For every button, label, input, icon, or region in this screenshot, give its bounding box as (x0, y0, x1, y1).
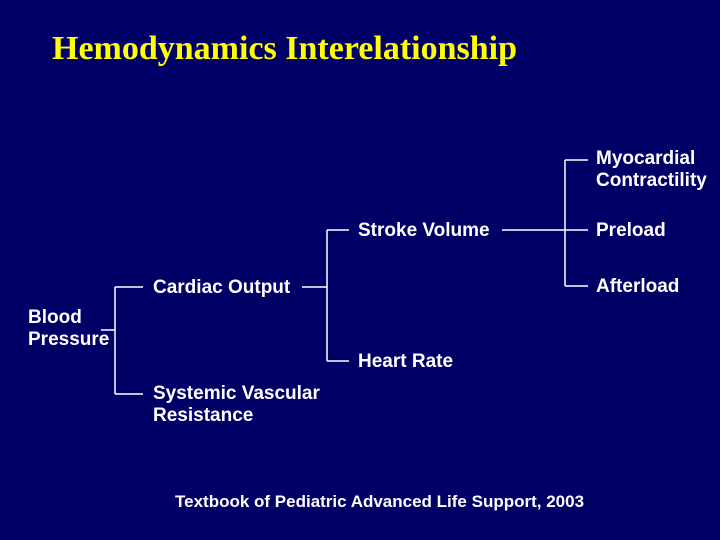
connector-lines (0, 0, 720, 540)
node-blood-pressure: BloodPressure (28, 307, 109, 351)
node-cardiac-output: Cardiac Output (153, 277, 290, 299)
node-myocardial-contractility: MyocardialContractility (596, 148, 707, 192)
node-afterload: Afterload (596, 276, 679, 298)
citation: Textbook of Pediatric Advanced Life Supp… (175, 492, 584, 512)
node-systemic-vascular-resistance: Systemic VascularResistance (153, 383, 320, 427)
node-stroke-volume: Stroke Volume (358, 220, 490, 242)
node-heart-rate: Heart Rate (358, 351, 453, 373)
slide-title: Hemodynamics Interelationship (52, 30, 517, 68)
node-preload: Preload (596, 220, 666, 242)
